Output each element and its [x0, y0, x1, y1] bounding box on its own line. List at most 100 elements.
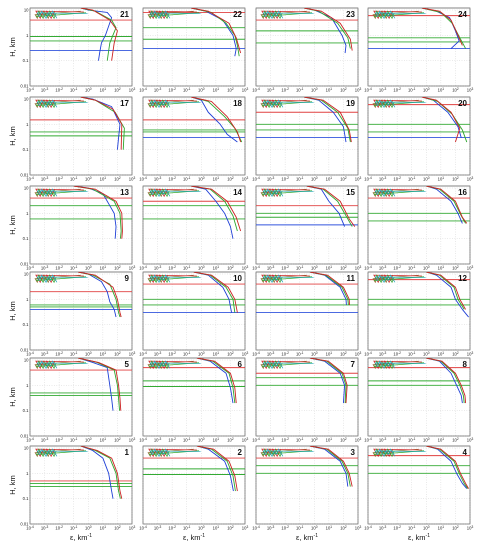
x-tick-label: 10-3: [267, 176, 275, 182]
y-tick-label: 0.1: [23, 147, 29, 152]
x-tick-label: 100: [423, 437, 430, 443]
x-tick-label: 10-4: [139, 525, 147, 531]
profiles: [34, 97, 125, 150]
panel-23: 23 10-4 10-3 10-2 10-1 100 101 102 103: [252, 7, 362, 93]
profiles: [34, 446, 123, 499]
x-tick-label: 100: [311, 176, 318, 182]
x-tick-label: 102: [114, 265, 121, 271]
profile-line: [196, 358, 237, 404]
y-tick-label: 0.1: [23, 58, 29, 63]
x-tick-label: 102: [452, 525, 459, 531]
x-axis-label: ε, km-1: [296, 533, 318, 542]
x-tick-label: 100: [85, 265, 92, 271]
x-tick-label: 10-2: [281, 265, 289, 271]
panel-number: 5: [125, 360, 130, 369]
x-tick-label: 10-3: [41, 525, 49, 531]
profile-scribble: [36, 188, 88, 198]
panel-5: 5 0.01 0.1 1 10 H, km 10-4 10-3 10-2 10-1 100 101 10…: [8, 358, 135, 443]
x-tick-label: 10-1: [408, 437, 416, 443]
profiles: [260, 446, 353, 487]
profile-line: [77, 358, 114, 411]
panel-number: 10: [233, 274, 242, 283]
x-tick-label: 101: [213, 176, 220, 182]
x-tick-label: 102: [340, 176, 347, 182]
panel-3: 3 10-4 10-3 10-2 10-1 100 101 102 103 ε, km-1: [252, 445, 361, 542]
y-tick-label: 1: [26, 297, 29, 302]
x-tick-label: 10-2: [168, 265, 176, 271]
profile-line: [421, 97, 461, 143]
panel-14: 14 10-4 10-3 10-2 10-1 100 101 102 103: [139, 185, 248, 271]
x-tick-label: 102: [340, 351, 347, 357]
x-tick-label: 10-3: [154, 351, 162, 357]
x-tick-label: 100: [198, 176, 205, 182]
y-tick-label: 10: [24, 272, 29, 277]
x-axis-label: ε, km-1: [408, 533, 430, 542]
y-tick-label: 10: [24, 358, 29, 363]
profiles: [260, 358, 348, 404]
profile-line: [80, 97, 121, 150]
panel-frame: [367, 7, 471, 87]
x-tick-label: 10-2: [55, 525, 63, 531]
x-tick-label: 102: [227, 351, 234, 357]
panel-number: 3: [351, 448, 356, 457]
panel-frame: [142, 445, 246, 525]
x-tick-label: 100: [423, 525, 430, 531]
x-tick-label: 102: [114, 437, 121, 443]
x-tick-label: 10-4: [364, 265, 372, 271]
profiles: [34, 8, 118, 61]
panel-frame: [142, 357, 246, 437]
panel-frame: [367, 271, 471, 351]
x-tick-label: 102: [114, 351, 121, 357]
x-tick-label: 10-3: [154, 176, 162, 182]
x-tick-label: 10-3: [267, 525, 275, 531]
x-tick-label: 10-2: [281, 87, 289, 93]
x-tick-label: 10-4: [139, 437, 147, 443]
x-tick-label: 10-4: [252, 351, 260, 357]
y-tick-label: 10: [24, 8, 29, 13]
x-tick-label: 10-4: [364, 176, 372, 182]
x-tick-label: 103: [355, 265, 362, 271]
x-tick-label: 10-4: [252, 265, 260, 271]
x-tick-label: 103: [355, 87, 362, 93]
profile-scribble: [36, 360, 88, 370]
x-tick-label: 101: [438, 525, 445, 531]
panel-frame: [29, 185, 133, 265]
x-tick-label: 10-1: [70, 265, 78, 271]
profile-line: [196, 446, 238, 492]
panel-number: 7: [351, 360, 356, 369]
panel-number: 24: [458, 10, 467, 19]
profile-scribble: [149, 360, 201, 370]
profile-scribble: [374, 360, 426, 370]
panel-number: 2: [238, 448, 243, 457]
profiles: [147, 272, 238, 313]
profile-line: [304, 97, 352, 143]
y-tick-label: 0.01: [20, 173, 29, 178]
panel-number: 6: [238, 360, 243, 369]
profile-line: [309, 272, 350, 305]
x-tick-label: 10-4: [364, 437, 372, 443]
y-tick-label: 0.1: [23, 496, 29, 501]
panel-number: 19: [346, 99, 355, 108]
profile-scribble: [262, 99, 314, 109]
panel-7: 7 10-4 10-3 10-2 10-1 100 101 102 103: [252, 357, 361, 443]
y-tick-label: 0.01: [20, 348, 29, 353]
profiles: [372, 446, 469, 489]
x-tick-label: 10-3: [41, 87, 49, 93]
panel-11: 11 10-4 10-3 10-2 10-1 100 101 102 103: [252, 271, 361, 357]
x-tick-label: 10-1: [183, 437, 191, 443]
x-tick-label: 103: [242, 437, 249, 443]
profile-line: [426, 186, 463, 224]
x-tick-label: 102: [452, 176, 459, 182]
x-tick-label: 10-2: [168, 525, 176, 531]
y-axis-label: H, km: [8, 215, 17, 235]
panel-number: 12: [458, 274, 467, 283]
panel-number: 17: [120, 99, 129, 108]
x-tick-label: 10-1: [183, 87, 191, 93]
x-tick-label: 103: [467, 176, 474, 182]
x-tick-label: 10-2: [55, 437, 63, 443]
x-tick-label: 10-3: [267, 437, 275, 443]
x-tick-label: 10-1: [183, 525, 191, 531]
x-tick-label: 10-1: [183, 176, 191, 182]
x-tick-label: 102: [340, 437, 347, 443]
x-tick-label: 101: [100, 525, 107, 531]
